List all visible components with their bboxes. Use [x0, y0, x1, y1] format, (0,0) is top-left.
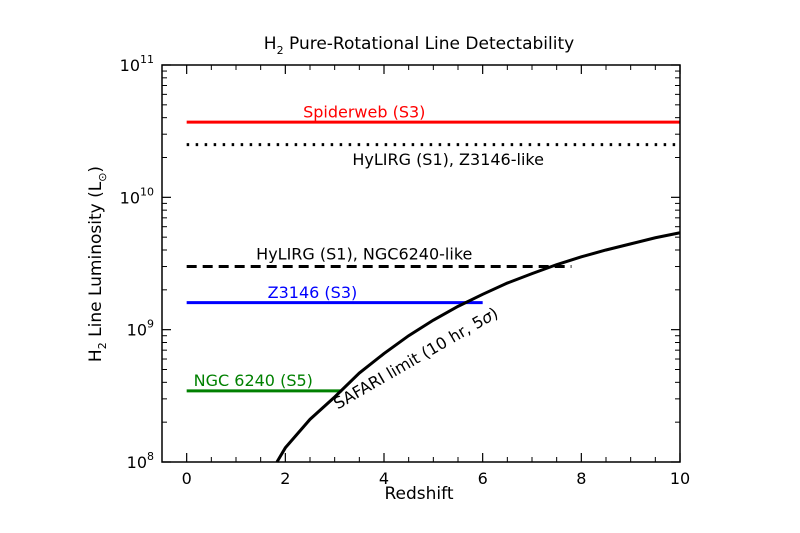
y-axis-label-subscript: 2 — [96, 342, 109, 349]
series-line-safari-limit — [275, 231, 681, 463]
x-tick-label: 4 — [379, 469, 389, 488]
safari-limit-label: SAFARI limit (10 hr, 5σ) — [330, 303, 501, 413]
x-tick-label: 2 — [280, 469, 290, 488]
x-tick-label: 6 — [478, 469, 488, 488]
hylirg-z3146-label: HyLIRG (S1), Z3146-like — [352, 150, 544, 169]
x-tick-label: 0 — [182, 469, 192, 488]
y-axis-label-close: ) — [86, 166, 106, 173]
x-tick-label: 8 — [576, 469, 586, 488]
series-group — [186, 120, 681, 463]
x-axis-label: Redshift — [384, 484, 453, 504]
chart-title-rest: Pure-Rotational Line Detectability — [284, 34, 575, 54]
svg-text:H2 Pure-Rotational Line Detect: H2 Pure-Rotational Line Detectability — [264, 34, 574, 57]
ngc6240-label: NGC 6240 (S5) — [194, 371, 313, 390]
hylirg-ngc6240-label: HyLIRG (S1), NGC6240-like — [256, 245, 472, 264]
axis-ticks: 0 2 4 6 8 10 108 109 1010 1011 — [120, 53, 691, 488]
spiderweb-label: Spiderweb (S3) — [303, 103, 425, 122]
z3146-label: Z3146 (S3) — [268, 283, 358, 302]
y-axis-label-main: H — [86, 349, 106, 362]
chart-title-subscript: 2 — [277, 44, 284, 57]
y-tick-label: 1011 — [120, 53, 154, 75]
y-axis-label: H2 Line Luminosity (L⊙) — [86, 166, 109, 362]
y-tick-label: 1010 — [120, 185, 154, 207]
y-axis-label-rest: Line Luminosity (L — [86, 181, 106, 342]
chart-title: H2 Pure-Rotational Line Detectability — [264, 34, 574, 57]
y-tick-label: 109 — [127, 318, 154, 340]
chart-title-main: H — [264, 34, 277, 54]
plot-frame — [161, 64, 681, 463]
y-tick-label: 108 — [127, 450, 154, 472]
x-tick-label: 10 — [670, 469, 690, 488]
y-axis-label-sun: ⊙ — [96, 173, 109, 182]
svg-text:H2 Line Luminosity (L⊙): H2 Line Luminosity (L⊙) — [86, 166, 109, 362]
